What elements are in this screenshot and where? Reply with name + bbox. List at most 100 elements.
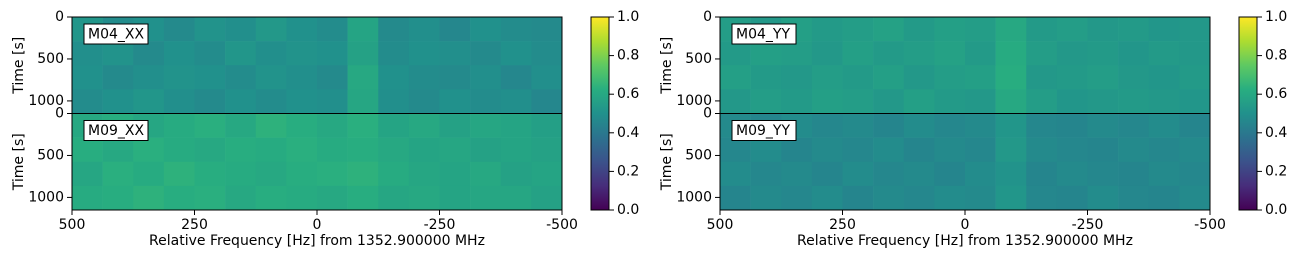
- heatmap-cell: [531, 65, 563, 90]
- heatmap-cell: [317, 65, 348, 90]
- heatmap-cell: [133, 185, 165, 211]
- heatmap-cell: [934, 41, 966, 66]
- heatmap-cell: [1056, 137, 1088, 163]
- heatmap-cell: [995, 137, 1027, 163]
- heatmap-cell: [903, 41, 935, 66]
- colorbar-tick-label: 0.8: [1265, 48, 1287, 64]
- heatmap-cell: [286, 137, 318, 163]
- heatmap-cell: [842, 41, 874, 66]
- heatmap-cell: [1056, 17, 1088, 42]
- x-tick-label: 0: [961, 217, 970, 233]
- heatmap-cell: [102, 137, 134, 163]
- heatmap-cell: [781, 65, 813, 90]
- heatmap-cell: [163, 185, 195, 211]
- heatmap-cell: [873, 185, 905, 211]
- heatmap-cell: [934, 89, 966, 114]
- heatmap-cell: [194, 17, 226, 42]
- heatmap-cell: [255, 89, 287, 114]
- heatmap-cell: [347, 41, 379, 66]
- y-tick-label: 0: [703, 9, 712, 25]
- heatmap-cell: [811, 137, 843, 163]
- heatmap-cell: [1118, 17, 1150, 42]
- heatmap-cell: [378, 89, 410, 114]
- heatmap-cell: [1148, 89, 1180, 114]
- heatmap-cell: [531, 89, 563, 114]
- heatmap-cell: [781, 161, 813, 187]
- colorbar-tick-label: 1.0: [617, 9, 639, 25]
- heatmap-cell: [531, 113, 563, 138]
- heatmap-cell: [470, 17, 502, 42]
- heatmap-cell: [1056, 161, 1088, 187]
- y-tick-label: 1000: [28, 93, 64, 109]
- heatmap-cell: [500, 65, 532, 90]
- heatmap-cell: [470, 185, 502, 211]
- heatmap-cell: [378, 41, 410, 66]
- heatmap-cell: [1026, 65, 1058, 90]
- heatmap-cell: [225, 185, 257, 211]
- heatmap-cell: [500, 17, 532, 42]
- heatmap-cell: [72, 89, 103, 114]
- heatmap-cell: [995, 65, 1027, 90]
- heatmap-cell: [1148, 17, 1180, 42]
- heatmap-cell: [500, 113, 532, 138]
- heatmap-cell: [903, 185, 935, 211]
- heatmap-cell: [842, 65, 874, 90]
- heatmap-cell: [1118, 161, 1150, 187]
- heatmap-cell: [873, 41, 905, 66]
- subplot-label: M09_XX: [88, 123, 144, 139]
- heatmap-cell: [225, 137, 257, 163]
- y-tick-label: 500: [37, 51, 64, 67]
- heatmap-cell: [163, 41, 195, 66]
- heatmap-cell: [255, 113, 287, 138]
- heatmap-cell: [255, 65, 287, 90]
- heatmap-cell: [255, 41, 287, 66]
- heatmap-cell: [750, 185, 782, 211]
- heatmap-cell: [1026, 17, 1058, 42]
- heatmap-cell: [500, 89, 532, 114]
- heatmap-cell: [286, 161, 318, 187]
- heatmap-cell: [903, 113, 935, 138]
- heatmap-cell: [750, 89, 782, 114]
- x-tick-label: -250: [1072, 217, 1104, 233]
- colorbar-tick-label: 0.4: [1265, 125, 1287, 141]
- heatmap-cell: [194, 41, 226, 66]
- heatmap-cell: [72, 41, 103, 66]
- heatmap-cell: [408, 89, 440, 114]
- heatmap-cell: [1179, 113, 1211, 138]
- heatmap-cell: [1118, 89, 1150, 114]
- heatmap-cell: [842, 137, 874, 163]
- heatmap-cell: [408, 41, 440, 66]
- x-tick-label: 250: [829, 217, 856, 233]
- subplot-label-box: [731, 120, 797, 141]
- heatmap-cell: [965, 41, 996, 66]
- heatmap-cell: [811, 41, 843, 66]
- heatmap-cell: [163, 89, 195, 114]
- heatmap-cell: [934, 17, 966, 42]
- heatmap-cell: [720, 89, 751, 114]
- heatmap-cell: [1056, 41, 1088, 66]
- heatmap-cell: [133, 41, 165, 66]
- heatmap-cell: [903, 17, 935, 42]
- heatmap-cell: [347, 89, 379, 114]
- subplot-label: M04_XX: [88, 27, 144, 43]
- heatmap-cell: [1118, 137, 1150, 163]
- colorbar: [1238, 16, 1258, 211]
- heatmap-cell: [500, 185, 532, 211]
- heatmap-cell: [163, 65, 195, 90]
- heatmap-cell: [873, 89, 905, 114]
- heatmap-cell: [286, 17, 318, 42]
- heatmap-cell: [102, 185, 134, 211]
- heatmap-cell: [102, 89, 134, 114]
- x-tick-label: 0: [313, 217, 322, 233]
- subplot-label-box: [83, 23, 149, 45]
- heatmap-cell: [378, 161, 410, 187]
- heatmap-cell: [531, 137, 563, 163]
- heatmap-cell: [1087, 185, 1119, 211]
- heatmap-cell: [1148, 161, 1180, 187]
- heatmap-cell: [720, 185, 751, 211]
- heatmap-cell: [934, 137, 966, 163]
- heatmap-cell: [965, 65, 996, 90]
- heatmap-cell: [1179, 41, 1211, 66]
- heatmap-cell: [102, 161, 134, 187]
